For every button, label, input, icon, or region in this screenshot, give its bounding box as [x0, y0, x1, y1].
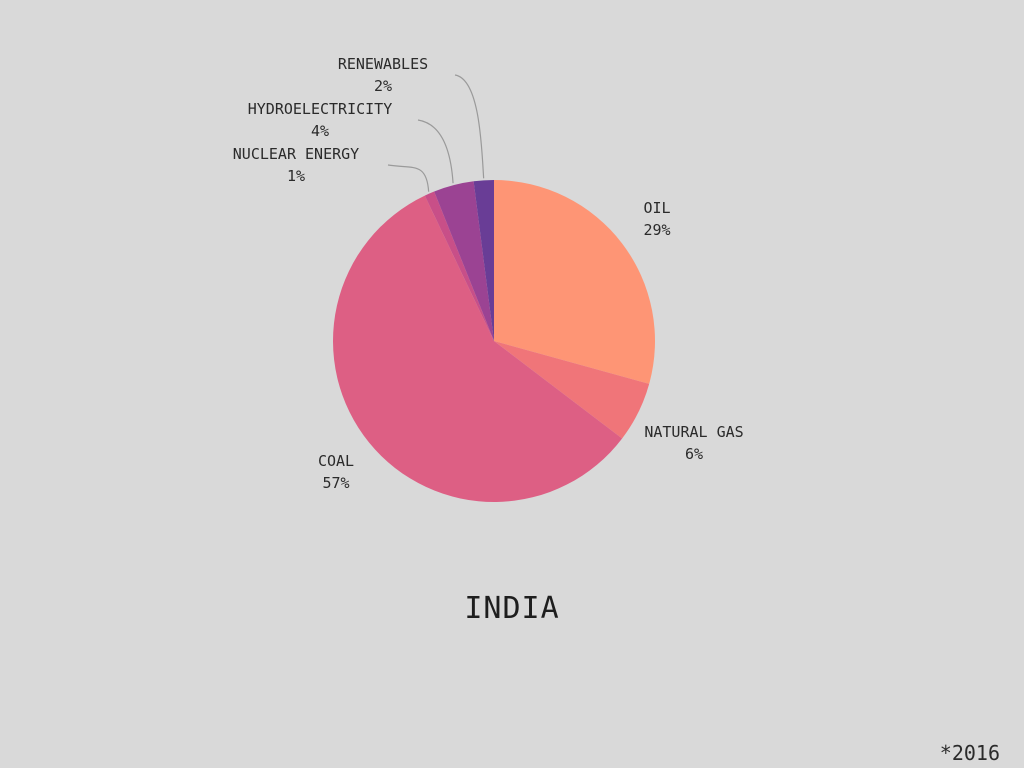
pie-slice-coal — [333, 195, 623, 502]
slice-value-oil: 29% — [643, 221, 670, 239]
chart-title: INDIA — [464, 591, 559, 626]
leader-line-renewables — [454, 74, 485, 179]
pie-slice-hydroelectricity — [434, 181, 494, 341]
slice-label-hydroelectricity: HYDROELECTRICITY — [248, 100, 393, 118]
leader-lines — [387, 74, 485, 192]
slice-value-renewables: 2% — [374, 77, 392, 95]
slice-label-renewables: RENEWABLES — [338, 55, 428, 73]
pie-slices — [333, 180, 655, 502]
pie-slice-nuclear-energy — [424, 191, 494, 341]
slice-label-coal: COAL — [318, 452, 354, 470]
slice-value-nuclear-energy: 1% — [287, 167, 305, 185]
slice-value-natural-gas: 6% — [685, 445, 703, 463]
pie-slice-renewables — [473, 180, 494, 341]
slice-label-nuclear-energy: NUCLEAR ENERGY — [233, 145, 359, 163]
slice-value-hydroelectricity: 4% — [311, 122, 329, 140]
pie-slice-natural-gas — [494, 341, 650, 439]
leader-line-nuclear-energy — [387, 164, 430, 192]
slice-label-oil: OIL — [643, 199, 670, 217]
slice-value-coal: 57% — [322, 474, 349, 492]
slice-labels: OIL 29% NATURAL GAS 6% COAL 57% NUCLEAR ENERGY… — [233, 55, 744, 492]
leader-line-hydroelectricity — [417, 119, 454, 184]
slice-label-natural-gas: NATURAL GAS — [644, 423, 743, 441]
pie-slice-oil — [494, 180, 655, 384]
footnote: *2016 — [940, 741, 1000, 765]
